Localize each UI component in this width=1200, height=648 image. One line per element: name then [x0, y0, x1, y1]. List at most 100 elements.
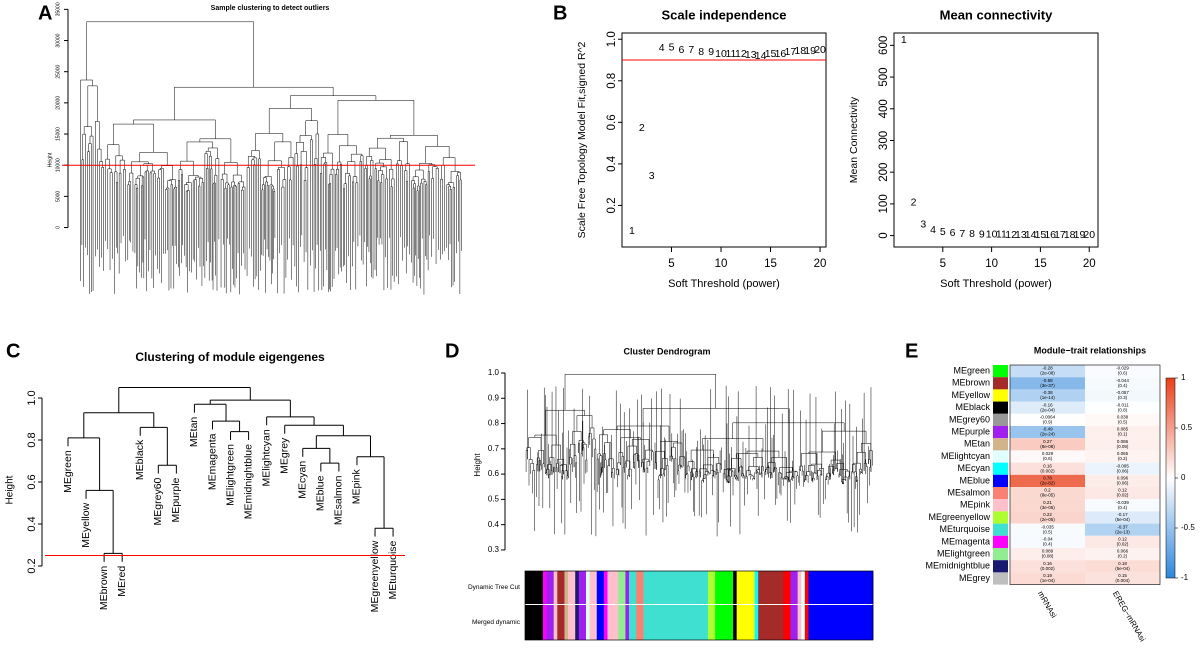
row-label: MEgreen	[953, 365, 990, 375]
module-swatch	[993, 438, 1008, 451]
heat-cell	[1085, 560, 1160, 573]
heat-cell	[1085, 365, 1160, 378]
heat-cell	[1085, 499, 1160, 512]
heat-cell	[1085, 438, 1160, 451]
module-strip	[808, 605, 874, 640]
cell-p: (0.5)	[1118, 419, 1128, 424]
cell-p: (5e-04)	[1115, 566, 1130, 571]
cell-value: 0.78	[1043, 475, 1052, 480]
module-strip	[790, 605, 798, 640]
panel-label: E	[905, 340, 918, 362]
y-tick-label: 0	[878, 232, 890, 238]
module-strip	[603, 571, 608, 604]
y-tick-label: 100	[878, 194, 890, 213]
module-strip	[754, 571, 759, 604]
y-tick-label: 35000	[55, 2, 61, 16]
module-strip	[629, 605, 637, 640]
x-tick-label: 5	[940, 258, 946, 270]
y-tick-label: 0.5	[488, 494, 500, 503]
module-strip	[578, 605, 587, 640]
point-label: 20	[1083, 229, 1095, 241]
x-tick-label: 20	[1083, 258, 1096, 270]
cell-value: -0.095	[1116, 463, 1129, 468]
heat-cell	[1085, 462, 1160, 475]
cell-value: 0.18	[1118, 561, 1127, 566]
leaf-label: MEblue	[315, 475, 327, 511]
heat-cell	[1010, 438, 1085, 451]
x-tick-label: 10	[715, 258, 728, 270]
y-tick-label: 300	[878, 131, 890, 150]
cell-value: 0.085	[1117, 427, 1129, 432]
chart-title: Clustering of module eigengenes	[135, 350, 325, 364]
y-tick-label: 0	[55, 226, 61, 229]
point-label: 4	[659, 42, 665, 54]
cell-value: -0.28	[1042, 366, 1053, 371]
point-label: 19	[804, 45, 816, 57]
plot-box	[893, 32, 1099, 248]
cell-value: 0.096	[1117, 475, 1129, 480]
heat-cell	[1010, 523, 1085, 536]
cell-p: (0.06)	[1117, 480, 1129, 485]
heat-cell	[1085, 511, 1160, 524]
module-strip	[733, 605, 737, 640]
column-label: EREG−mRNAsi	[1111, 590, 1147, 644]
cell-p: (0.002)	[1040, 566, 1055, 571]
heat-cell	[1010, 535, 1085, 548]
leaf-label: MEturquoise	[387, 540, 399, 599]
point-label: 8	[969, 228, 975, 240]
module-strip	[618, 605, 626, 640]
cell-p: (2e-05)	[1040, 517, 1055, 522]
row-label: MEblack	[955, 402, 990, 412]
point-label: 14	[1025, 229, 1037, 241]
module-strip	[585, 605, 590, 640]
cell-value: 0.086	[1117, 439, 1129, 444]
point-label: 14	[755, 50, 767, 62]
point-label: 3	[649, 170, 655, 182]
module-strip	[636, 571, 644, 604]
y-tick-label: 1.0	[26, 390, 38, 405]
x-tick-label: 20	[814, 258, 827, 270]
module-strip	[546, 571, 555, 604]
cell-p: (0.02)	[1117, 541, 1129, 546]
panel-label: A	[38, 2, 52, 24]
module-strip	[636, 605, 644, 640]
point-label: 16	[775, 48, 787, 60]
cell-p: (2e-82)	[1040, 480, 1055, 485]
y-tick-label: 0.6	[488, 469, 500, 478]
chart-title: Module−trait relationships	[1034, 345, 1146, 355]
y-tick-label: 0.7	[488, 444, 500, 453]
heat-cell	[1010, 560, 1085, 573]
heat-cell	[1010, 413, 1085, 426]
cell-p: (0.002)	[1040, 468, 1055, 473]
cell-p: (8e-05)	[1040, 493, 1055, 498]
cell-p: (0.2)	[1118, 456, 1128, 461]
cell-p: (3e-05)	[1040, 505, 1055, 510]
module-strip	[564, 605, 569, 640]
module-strip	[553, 571, 558, 604]
heat-cell	[1085, 450, 1160, 463]
point-label: 16	[1044, 229, 1056, 241]
leaf-label: MElightgreen	[224, 444, 236, 506]
cell-value: -0.37	[1117, 524, 1128, 529]
leaf-label: MEyellow	[80, 502, 92, 547]
cell-p: (5e-04)	[1115, 517, 1130, 522]
point-label: 5	[669, 41, 675, 53]
module-strip	[758, 605, 784, 640]
point-label: 11	[996, 229, 1007, 241]
heat-cell	[1010, 426, 1085, 439]
point-label: 1	[901, 34, 907, 46]
module-swatch	[993, 462, 1008, 475]
cell-value: 0.089	[1042, 549, 1054, 554]
y-tick-label: 500	[878, 67, 890, 86]
leaf-label: MEblack	[134, 439, 146, 480]
cell-p: (0.6)	[1043, 456, 1053, 461]
point-label: 13	[1015, 229, 1027, 241]
module-strip	[736, 605, 755, 640]
point-label: 3	[920, 219, 926, 231]
module-strip	[568, 605, 576, 640]
row-label: MEblue	[959, 475, 990, 485]
y-axis-label: Height	[5, 475, 16, 504]
module-swatch	[993, 560, 1008, 573]
cell-value: 0.066	[1117, 549, 1129, 554]
row-label: MElightgreen	[937, 548, 990, 558]
